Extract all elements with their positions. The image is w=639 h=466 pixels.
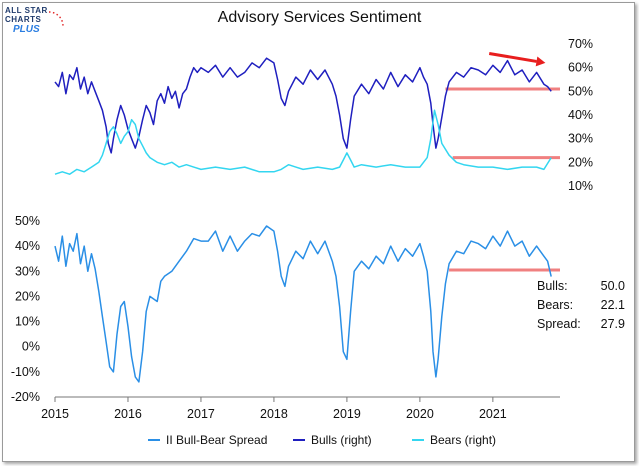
legend-swatch-bears [412,439,424,441]
y-tick-label-bottom-30: 30% [15,264,40,278]
stats-block: Bulls: 50.0 Bears: 22.1 Spread: 27.9 [537,279,625,331]
legend-swatch-spread [148,439,160,441]
x-tick-label-2018: 2018 [260,407,288,421]
y-tick-label-bottom--20: -20% [11,390,40,404]
chart-title: Advisory Services Sentiment [217,9,422,26]
y-tick-label-top-50: 50% [568,84,593,98]
x-tick-label-2019: 2019 [333,407,361,421]
x-tick-label-2021: 2021 [479,407,507,421]
logo-text-line3: PLUS [13,24,40,35]
y-tick-label-top-20: 20% [568,155,593,169]
y-tick-label-top-70: 70% [568,37,593,51]
y-tick-label-top-40: 40% [568,108,593,122]
stat-bears-label: Bears: [537,298,574,312]
logo-text-line2: CHARTS [5,15,42,24]
stat-spread-label: Spread: [537,317,581,331]
y-tick-label-top-30: 30% [568,132,593,146]
stat-spread-value: 27.9 [600,317,625,331]
y-tick-label-bottom-40: 40% [15,239,40,253]
y-tick-label-bottom--10: -10% [11,365,40,379]
x-tick-label-2020: 2020 [406,407,434,421]
stat-bulls-label: Bulls: [537,279,568,293]
legend-item-bulls: Bulls (right) [293,433,372,447]
stat-bulls: Bulls: 50.0 [537,279,625,293]
legend-item-spread: II Bull-Bear Spread [148,433,267,447]
all-star-charts-logo: ALL STAR CHARTS PLUS [5,6,65,46]
legend-item-bears: Bears (right) [412,433,496,447]
x-tick-label-2017: 2017 [187,407,215,421]
series-line-ii-bull-bear-spread [54,225,552,383]
legend-label-bears: Bears (right) [430,433,497,447]
y-tick-label-bottom-20: 20% [15,289,40,303]
y-tick-label-top-60: 60% [568,61,593,75]
legend-label-spread: II Bull-Bear Spread [166,433,268,447]
stat-bears: Bears: 22.1 [537,298,625,312]
x-tick-label-2016: 2016 [114,407,142,421]
series-line-bears-right [54,109,552,175]
stat-bears-value: 22.1 [600,298,625,312]
stat-spread: Spread: 27.9 [537,317,625,331]
y-tick-label-bottom-50: 50% [15,214,40,228]
logo-text-line1: ALL STAR [5,6,48,15]
y-tick-label-bottom-0: 0% [22,340,40,354]
legend-label-bulls: Bulls (right) [311,433,372,447]
trend-arrow-shaft [488,51,537,63]
x-tick-label-2015: 2015 [41,407,69,421]
legend-swatch-bulls [293,439,305,441]
trend-arrow-head [535,56,546,67]
stat-bulls-value: 50.0 [600,279,625,293]
series-line-bulls-right [54,57,552,154]
y-tick-label-top-10: 10% [568,179,593,193]
y-tick-label-bottom-10: 10% [15,315,40,329]
